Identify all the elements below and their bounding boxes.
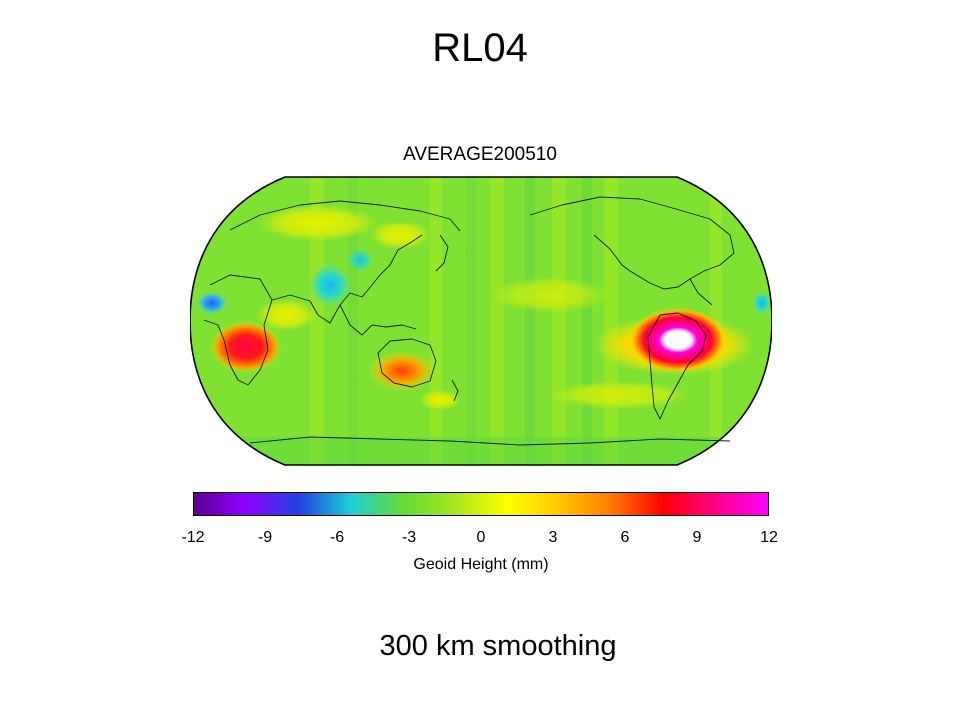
tick-label: -9 [257, 529, 273, 546]
slide-caption: 300 km smoothing [379, 630, 617, 662]
tick-label: 6 [620, 529, 630, 546]
tick-label: -12 [181, 529, 205, 546]
colorbar [193, 492, 769, 516]
map-title: AVERAGE200510 [403, 144, 557, 165]
tick-label: 9 [692, 529, 702, 546]
tick-label: 0 [476, 529, 486, 546]
map-field [190, 177, 772, 465]
world-map [189, 175, 773, 467]
colorbar-tick-labels: -12 -9 -6 -3 0 3 6 9 12 [0, 528, 960, 550]
tick-label: 12 [760, 529, 778, 546]
tick-label: -6 [329, 529, 345, 546]
slide-title: RL04 [432, 26, 528, 70]
tick-label: 3 [548, 529, 558, 546]
coastlines [203, 196, 735, 446]
colorbar-label: Geoid Height (mm) [413, 556, 549, 573]
tick-label: -3 [401, 529, 417, 546]
world-map-svg [189, 176, 773, 466]
